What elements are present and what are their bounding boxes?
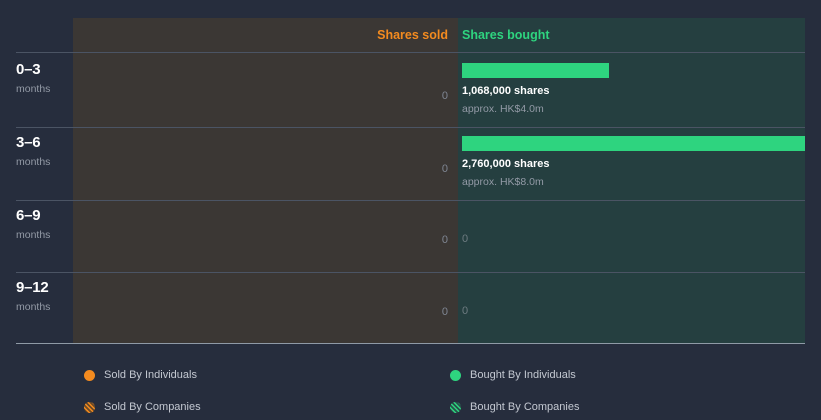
- bought-value: 0: [462, 305, 469, 317]
- bought-value: 2,760,000 shares: [462, 158, 550, 170]
- sold-value: 0: [441, 90, 448, 102]
- row-divider: [16, 127, 805, 128]
- row-label: 9–12 months: [16, 280, 73, 313]
- bought-cell: 1,068,000 shares approx. HK$4.0m: [462, 63, 609, 115]
- row-label-unit: months: [16, 156, 51, 168]
- bought-cell: 2,760,000 shares approx. HK$8.0m: [462, 136, 805, 188]
- bought-cell: 0: [462, 306, 468, 317]
- bought-value: 1,068,000 shares: [462, 85, 550, 97]
- legend-label: Bought By Companies: [470, 400, 580, 413]
- column-header-shares-sold: Shares sold: [377, 28, 448, 42]
- green-hatched-circle-icon: [450, 401, 461, 413]
- legend-item-bought-by-companies[interactable]: Bought By Companies: [450, 399, 579, 415]
- row-label: 3–6 months: [16, 135, 73, 168]
- legend-divider: [16, 343, 805, 344]
- orange-hatched-circle-icon: [84, 401, 95, 413]
- orange-solid-circle-icon: [84, 369, 95, 381]
- bought-approx-value: approx. HK$8.0m: [462, 176, 544, 188]
- sold-value: 0: [441, 306, 448, 318]
- row-divider: [16, 52, 805, 53]
- row-label-range: 0–3: [16, 61, 41, 78]
- green-solid-circle-icon: [450, 369, 461, 381]
- legend-label: Bought By Individuals: [470, 368, 576, 381]
- legend-item-sold-by-individuals[interactable]: Sold By Individuals: [84, 367, 197, 383]
- bought-bar: [462, 63, 609, 78]
- legend-label: Sold By Individuals: [104, 368, 197, 381]
- table-row: 9–12 months 0 0: [0, 272, 821, 344]
- table-row: 6–9 months 0 0: [0, 200, 821, 272]
- bought-approx-value: approx. HK$4.0m: [462, 103, 544, 115]
- table-row: 0–3 months 0 1,068,000 shares approx. HK…: [0, 52, 821, 127]
- row-label-unit: months: [16, 83, 51, 95]
- bought-cell: 0: [462, 234, 468, 245]
- sold-value: 0: [441, 163, 448, 175]
- legend-item-bought-by-individuals[interactable]: Bought By Individuals: [450, 367, 576, 383]
- legend-item-sold-by-companies[interactable]: Sold By Companies: [84, 399, 201, 415]
- legend-label: Sold By Companies: [104, 400, 201, 413]
- row-label-range: 3–6: [16, 134, 41, 151]
- row-divider: [16, 200, 805, 201]
- row-label: 6–9 months: [16, 208, 73, 241]
- row-divider: [16, 272, 805, 273]
- row-label: 0–3 months: [16, 62, 73, 95]
- bought-bar: [462, 136, 805, 151]
- row-label-unit: months: [16, 229, 51, 241]
- bought-value: 0: [462, 233, 469, 245]
- shares-sold-panel: [73, 18, 458, 344]
- table-row: 3–6 months 0 2,760,000 shares approx. HK…: [0, 127, 821, 200]
- sold-value: 0: [441, 234, 448, 246]
- row-label-range: 6–9: [16, 207, 41, 224]
- row-label-range: 9–12: [16, 279, 49, 296]
- row-label-unit: months: [16, 301, 51, 313]
- column-header-shares-bought: Shares bought: [462, 28, 550, 42]
